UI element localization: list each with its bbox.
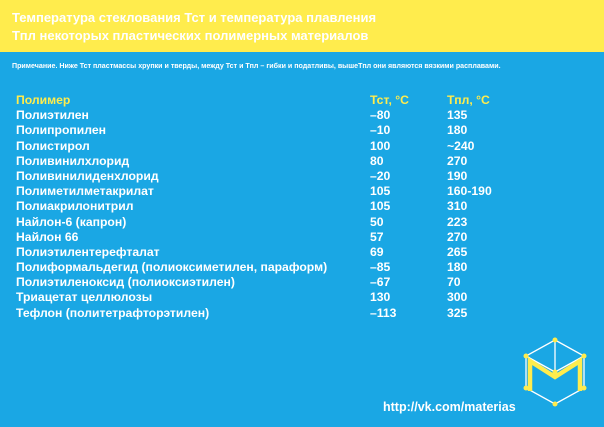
polymer-name-cell: Триацетат целлюлозы <box>16 290 153 305</box>
glass-transition-cell: 105 <box>370 184 391 199</box>
footer-url: http://vk.com/materias <box>383 400 516 414</box>
melting-point-cell: 180 <box>447 260 468 275</box>
melting-point-cell: 70 <box>447 275 461 290</box>
polymer-table: Полимер Тст, °С Тпл, °С Полиэтилен –80 135… <box>16 93 576 321</box>
table-header: Полимер Тст, °С Тпл, °С <box>16 93 576 108</box>
title-line-2: Тпл некоторых пластических полимерных ма… <box>12 28 369 43</box>
glass-transition-cell: 50 <box>370 214 384 229</box>
melting-point-cell: 160-190 <box>447 184 492 199</box>
melting-point-cell: 180 <box>447 123 468 138</box>
polymer-name-cell: Найлон-6 (капрон) <box>16 214 127 229</box>
polymer-name-cell: Полистирол <box>16 138 90 153</box>
polymer-name-cell: Полиэтиленоксид (полиоксиэтилен) <box>16 275 235 290</box>
table-row: Найлон-6 (капрон) 50 223 <box>16 215 576 230</box>
table-row: Поливинилхлорид 80 270 <box>16 154 576 169</box>
title-line-1: Температура стеклования Тст и температур… <box>12 10 377 25</box>
materias-logo-icon <box>523 337 587 407</box>
polymer-name-cell: Полиметилметакрилат <box>16 184 154 199</box>
table-body: Полиэтилен –80 135 Полипропилен –10 180 Полист… <box>16 108 576 321</box>
polymer-name-cell: Полипропилен <box>16 123 106 138</box>
melting-point-cell: 223 <box>447 214 468 229</box>
glass-transition-cell: –20 <box>370 168 391 183</box>
polymer-name-cell: Полиформальдегид (полиоксиметилен, параф… <box>16 260 328 275</box>
table-row: Полиформальдегид (полиоксиметилен, параф… <box>16 260 576 275</box>
table-row: Поливинилиденхлорид –20 190 <box>16 169 576 184</box>
melting-point-cell: ~240 <box>447 138 475 153</box>
title-banner: Температура стеклования Тст и температур… <box>0 0 604 52</box>
polymer-name-cell: Найлон 66 <box>16 229 79 244</box>
table-row: Полистирол 100 ~240 <box>16 139 576 154</box>
melting-point-cell: 300 <box>447 290 468 305</box>
table-row: Найлон 66 57 270 <box>16 230 576 245</box>
polymer-name-cell: Поливинилхлорид <box>16 153 130 168</box>
polymer-name-cell: Полиэтилентерефталат <box>16 244 160 259</box>
table-row: Тефлон (политетрафторэтилен) –113 325 <box>16 306 576 321</box>
glass-transition-cell: 69 <box>370 244 384 259</box>
polymer-name-cell: Тефлон (политетрафторэтилен) <box>16 305 210 320</box>
polymer-name-cell: Полиэтилен <box>16 108 89 123</box>
glass-transition-cell: –10 <box>370 123 391 138</box>
melting-point-cell: 190 <box>447 168 468 183</box>
column-header-melting: Тпл, °С <box>447 93 490 107</box>
note-text: Примечание. Ниже Тст пластмассы хрупки и… <box>12 62 501 70</box>
melting-point-cell: 310 <box>447 199 468 214</box>
glass-transition-cell: –113 <box>370 305 397 320</box>
polymer-name-cell: Полиакрилонитрил <box>16 199 134 214</box>
table-row: Триацетат целлюлозы 130 300 <box>16 290 576 305</box>
melting-point-cell: 270 <box>447 153 468 168</box>
melting-point-cell: 270 <box>447 229 468 244</box>
glass-transition-cell: 105 <box>370 199 391 214</box>
melting-point-cell: 265 <box>447 244 468 259</box>
table-row: Полиэтиленоксид (полиоксиэтилен) –67 70 <box>16 275 576 290</box>
melting-point-cell: 135 <box>447 108 468 123</box>
glass-transition-cell: 100 <box>370 138 391 153</box>
table-row: Полиакрилонитрил 105 310 <box>16 199 576 214</box>
table-row: Полиметилметакрилат 105 160-190 <box>16 184 576 199</box>
glass-transition-cell: –67 <box>370 275 391 290</box>
table-row: Полиэтилен –80 135 <box>16 108 576 123</box>
polymer-name-cell: Поливинилиденхлорид <box>16 168 159 183</box>
table-row: Полиэтилентерефталат 69 265 <box>16 245 576 260</box>
glass-transition-cell: 130 <box>370 290 391 305</box>
table-row: Полипропилен –10 180 <box>16 123 576 138</box>
glass-transition-cell: 57 <box>370 229 384 244</box>
melting-point-cell: 325 <box>447 305 468 320</box>
column-header-glass-transition: Тст, °С <box>370 93 409 107</box>
glass-transition-cell: 80 <box>370 153 384 168</box>
glass-transition-cell: –80 <box>370 108 391 123</box>
column-header-polymer: Полимер <box>16 93 71 107</box>
glass-transition-cell: –85 <box>370 260 391 275</box>
